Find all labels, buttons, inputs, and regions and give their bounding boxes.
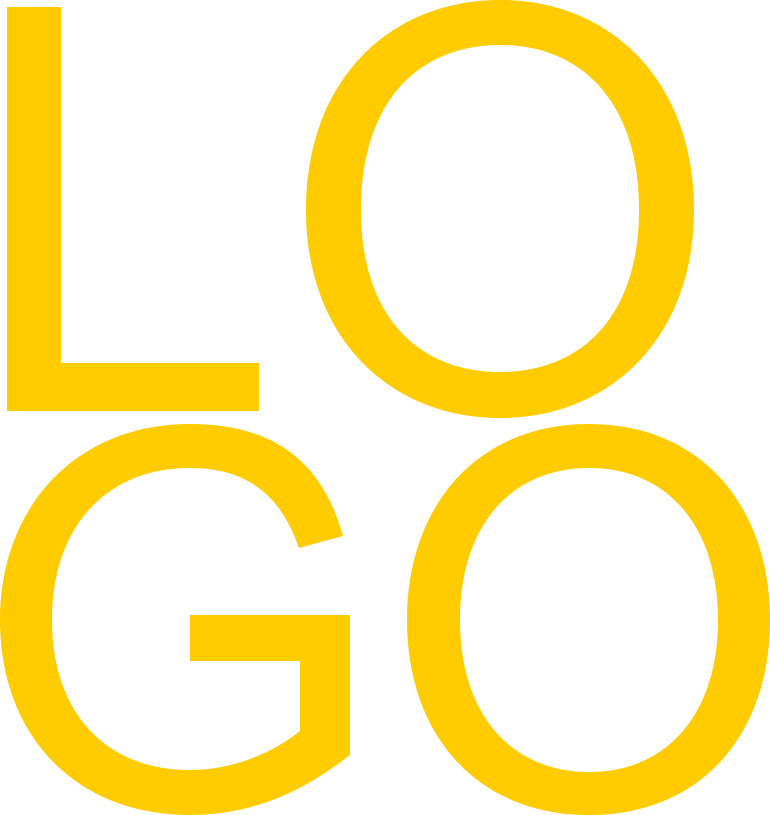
logo-letter-g: [0, 424, 350, 815]
logo-letter-o-bottom: [407, 424, 770, 815]
logo-letter-o-top: [306, 0, 694, 418]
logo-letter-l: [7, 7, 259, 411]
